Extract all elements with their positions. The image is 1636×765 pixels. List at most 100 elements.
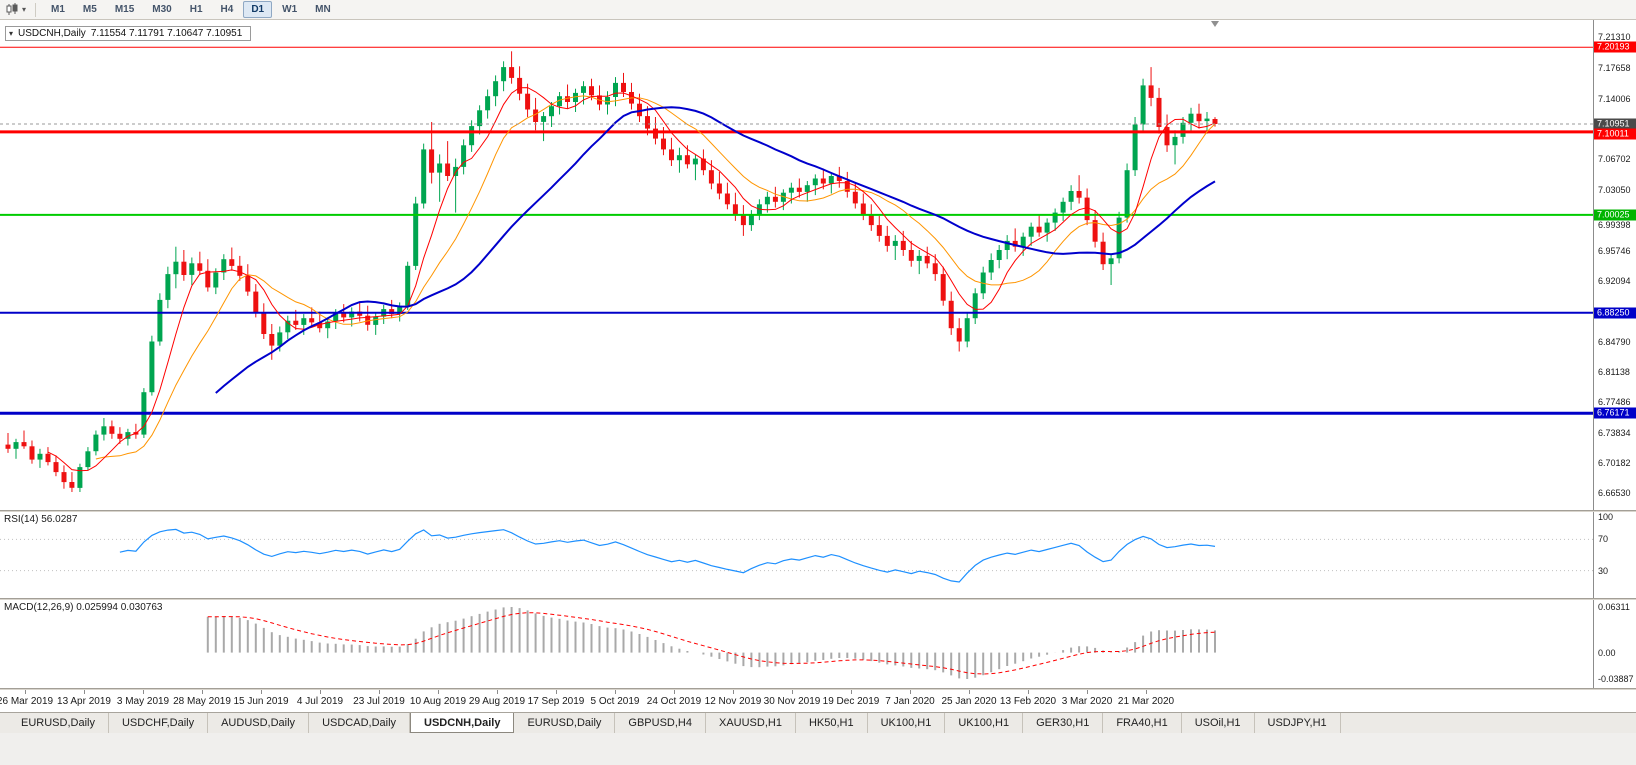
chart-tab[interactable]: USOil,H1 (1182, 713, 1255, 733)
price-scale-label: 6.99398 (1598, 219, 1631, 230)
price-scale-label: 7.06702 (1598, 154, 1631, 165)
price-badge: 6.88250 (1594, 307, 1636, 319)
status-strip (0, 733, 1636, 765)
date-tick (851, 690, 852, 694)
price-badge: 7.00025 (1594, 209, 1636, 221)
timeframe-button-d1[interactable]: D1 (243, 1, 273, 18)
chart-tab[interactable]: USDCAD,Daily (309, 713, 411, 733)
price-scale-label: 6.81138 (1598, 367, 1630, 377)
macd-scale[interactable]: 0.06311 0.00 -0.03887 (1593, 600, 1636, 688)
date-label: 24 Oct 2019 (646, 696, 702, 707)
price-scale[interactable]: 7.20193 7.10951 7.10011 7.00025 6.88250 6.761… (1593, 20, 1636, 510)
date-tick (497, 690, 498, 694)
toolbar-separator (35, 2, 37, 17)
price-scale-label: 6.95746 (1598, 245, 1631, 256)
timeframe-button-m15[interactable]: M15 (114, 4, 135, 15)
rsi-scale-label: 100 (1598, 512, 1614, 522)
timeframe-button-h1[interactable]: H1 (189, 4, 203, 15)
timeframe-button-h4[interactable]: H4 (220, 4, 234, 15)
price-badge: 7.10011 (1594, 128, 1636, 140)
date-tick (733, 690, 734, 694)
date-label: 26 Mar 2019 (0, 696, 54, 707)
date-tick (438, 690, 439, 694)
date-label: 17 Sep 2019 (527, 696, 585, 707)
price-scale-label: 7.14006 (1598, 93, 1631, 104)
chart-tab[interactable]: HK50,H1 (796, 713, 868, 733)
macd-pane[interactable]: MACD(12,26,9) 0.025994 0.030763 0.06311 0… (0, 600, 1636, 688)
price-scale-label: 7.17658 (1598, 63, 1631, 74)
price-scale-label: 6.73834 (1598, 427, 1631, 438)
date-tick (674, 690, 675, 694)
rsi-scale[interactable]: 100 70 30 (1593, 512, 1636, 598)
date-label: 13 Feb 2020 (999, 696, 1057, 707)
chart-tab[interactable]: EURUSD,Daily (514, 713, 616, 733)
candlestick-chart-icon[interactable] (3, 2, 21, 17)
chart-window: ▾ USDCNH,Daily 7.11554 7.11791 7.10647 7… (0, 20, 1636, 712)
chart-tab[interactable]: XAUUSD,H1 (706, 713, 796, 733)
date-label: 15 Jun 2019 (233, 696, 289, 707)
date-label: 13 Apr 2019 (57, 696, 111, 707)
date-tick (143, 690, 144, 694)
chart-tab[interactable]: USDJPY,H1 (1255, 713, 1341, 733)
pane-separator[interactable] (0, 510, 1636, 512)
date-label: 12 Nov 2019 (704, 696, 762, 707)
chart-tab[interactable]: GBPUSD,H4 (615, 713, 706, 733)
date-tick (25, 690, 26, 694)
date-tick (910, 690, 911, 694)
pane-separator[interactable] (0, 688, 1636, 690)
chart-tab[interactable]: UK100,H1 (945, 713, 1024, 733)
price-chart-pane[interactable]: ▾ USDCNH,Daily 7.11554 7.11791 7.10647 7… (0, 20, 1636, 510)
timeframe-button-m1[interactable]: M1 (51, 4, 65, 15)
date-tick (320, 690, 321, 694)
price-scale-label: 6.92094 (1598, 275, 1631, 286)
price-chart-canvas[interactable] (0, 20, 1593, 510)
ohlc-values: 7.11554 7.11791 7.10647 7.10951 (90, 28, 243, 39)
rsi-pane[interactable]: RSI(14) 56.0287 100 70 30 (0, 512, 1636, 598)
chart-tab-active[interactable]: USDCNH,Daily (410, 713, 515, 733)
macd-label: MACD(12,26,9) 0.025994 0.030763 (4, 602, 163, 613)
chart-tab[interactable]: FRA40,H1 (1103, 713, 1182, 733)
timeframe-button-mn[interactable]: MN (315, 4, 331, 15)
date-label: 29 Aug 2019 (468, 696, 526, 707)
date-tick (261, 690, 262, 694)
rsi-label: RSI(14) 56.0287 (4, 514, 78, 525)
price-badge: 7.10951 (1594, 118, 1636, 130)
timeframe-buttons-group: M1 M5 M15 M30 H1 H4 D1 W1 MN (42, 1, 340, 18)
date-tick (1087, 690, 1088, 694)
chart-tab-bar: EURUSD,Daily USDCHF,Daily AUDUSD,Daily USDC… (0, 712, 1636, 733)
timeframe-button-m5[interactable]: M5 (82, 4, 97, 15)
macd-scale-label: 0.00 (1598, 647, 1616, 658)
timeframe-toolbar: ▾ M1 M5 M15 M30 H1 H4 D1 W1 MN (0, 0, 1636, 20)
pane-separator[interactable] (0, 598, 1636, 600)
chart-tab[interactable]: USDCHF,Daily (109, 713, 209, 733)
price-badge: 7.20193 (1594, 41, 1636, 53)
timeframe-button-m30[interactable]: M30 (152, 4, 172, 15)
date-tick (969, 690, 970, 694)
macd-scale-label: 0.06311 (1598, 602, 1630, 612)
date-label: 28 May 2019 (173, 696, 231, 707)
date-tick (1146, 690, 1147, 694)
price-scale-label: 6.66530 (1598, 488, 1631, 499)
chart-tab[interactable]: GER30,H1 (1023, 713, 1104, 733)
date-label: 7 Jan 2020 (885, 696, 935, 707)
date-label: 5 Oct 2019 (590, 696, 640, 707)
date-tick (202, 690, 203, 694)
rsi-scale-label: 30 (1598, 565, 1609, 576)
ohlc-readout: ▾ USDCNH,Daily 7.11554 7.11791 7.10647 7… (5, 26, 252, 41)
date-tick (84, 690, 85, 694)
date-label: 25 Jan 2020 (941, 696, 997, 707)
chevron-down-icon[interactable]: ▾ (9, 28, 14, 38)
chevron-down-icon[interactable]: ▾ (22, 4, 27, 14)
price-scale-label: 7.21310 (1598, 32, 1631, 43)
chart-tab[interactable]: UK100,H1 (868, 713, 946, 733)
date-label: 4 Jul 2019 (296, 696, 344, 707)
rsi-canvas[interactable] (0, 512, 1593, 598)
price-scale-label: 7.03050 (1598, 184, 1631, 195)
macd-canvas[interactable] (0, 600, 1593, 688)
date-label: 21 Mar 2020 (1117, 696, 1175, 707)
chart-tab[interactable]: EURUSD,Daily (8, 713, 109, 733)
price-badge: 6.76171 (1594, 407, 1636, 419)
timeframe-button-w1[interactable]: W1 (282, 4, 298, 15)
date-axis[interactable]: 26 Mar 2019 13 Apr 2019 3 May 2019 28 May 2… (0, 690, 1636, 712)
chart-tab[interactable]: AUDUSD,Daily (208, 713, 310, 733)
